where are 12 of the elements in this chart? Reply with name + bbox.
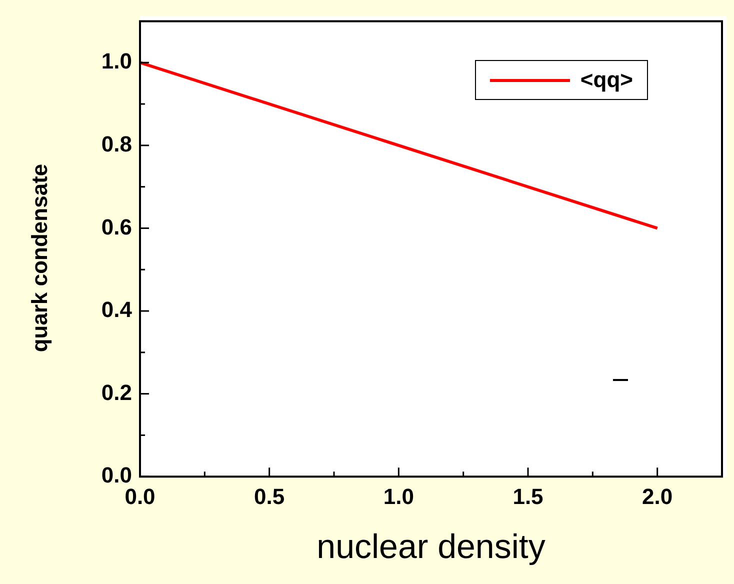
y-tick-label: 0.4 xyxy=(101,297,133,322)
x-tick-label: 0.5 xyxy=(254,484,285,509)
y-tick-label: 0.8 xyxy=(101,131,132,156)
y-tick-label: 1.0 xyxy=(101,48,132,74)
y-axis-title: quark condensate xyxy=(27,162,53,354)
x-tick-label: 2.0 xyxy=(642,484,673,509)
x-tick-label: 1.0 xyxy=(383,484,414,509)
legend-label: <qq> xyxy=(580,67,633,93)
x-axis-title: nuclear density xyxy=(316,528,546,567)
x-tick-label: 1.5 xyxy=(512,484,544,509)
y-tick-label: 0.6 xyxy=(101,214,132,240)
y-tick-label: 0.2 xyxy=(101,380,132,405)
